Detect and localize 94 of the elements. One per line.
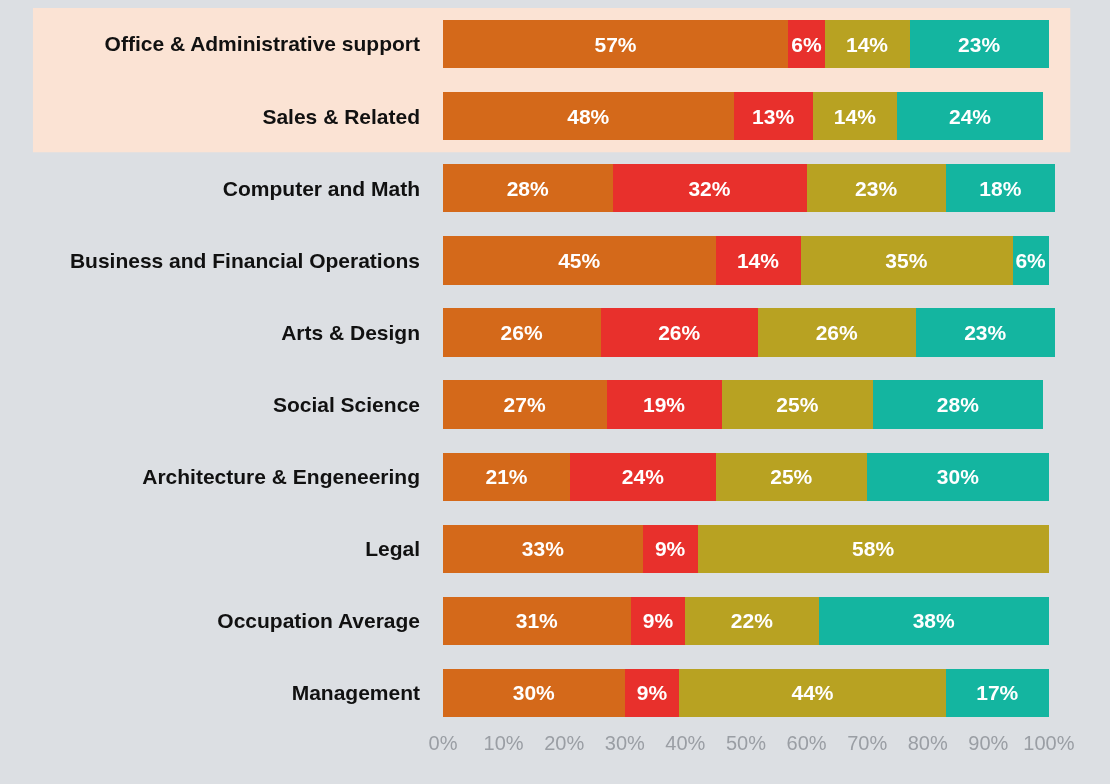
bar	[721, 380, 874, 429]
data-label: 38%	[912, 609, 955, 633]
x-tick-label: 20%	[544, 732, 585, 754]
data-label: 19%	[642, 393, 686, 417]
bar	[873, 380, 1043, 429]
bar	[443, 19, 789, 69]
data-label: 6%	[1015, 248, 1047, 272]
y-tick-label: Legal	[365, 537, 420, 561]
bar	[570, 452, 716, 501]
bar	[806, 164, 946, 213]
bar	[600, 308, 759, 357]
y-tick-label: Computer and Math	[222, 176, 420, 200]
bar	[867, 452, 1049, 501]
bar	[443, 236, 716, 285]
data-label: 28%	[936, 393, 980, 417]
data-label: 24%	[948, 104, 992, 128]
data-label: 45%	[558, 248, 601, 272]
data-label: 18%	[979, 176, 1022, 200]
x-tick-label: 0%	[428, 732, 458, 754]
data-label: 23%	[964, 320, 1007, 344]
data-label: 32%	[688, 176, 731, 200]
y-tick-label: Architecture & Engeneering	[142, 465, 420, 488]
data-label: 27%	[503, 393, 546, 417]
bar	[800, 236, 1013, 285]
bar	[945, 164, 1055, 213]
data-label: 25%	[770, 465, 813, 489]
bar	[824, 19, 910, 69]
bar	[443, 380, 607, 429]
bar	[945, 668, 1049, 718]
data-label: 26%	[658, 320, 701, 344]
bar	[606, 380, 722, 429]
x-tick-label: 50%	[725, 732, 767, 754]
data-label: 14%	[833, 104, 877, 128]
data-label: 28%	[506, 176, 550, 200]
x-tick-label: 100%	[1023, 732, 1075, 754]
bar	[443, 596, 631, 645]
data-label: 30%	[512, 681, 556, 705]
data-label: 13%	[752, 104, 795, 128]
y-tick-label: Social Science	[272, 392, 420, 416]
bar	[685, 596, 819, 645]
bar	[715, 452, 868, 501]
bar	[897, 92, 1043, 141]
bar	[758, 308, 916, 357]
data-label: 25%	[776, 393, 819, 417]
bar	[443, 92, 734, 141]
x-tick-label: 70%	[847, 732, 888, 754]
data-label: 9%	[654, 537, 686, 561]
data-label: 14%	[736, 248, 780, 272]
y-tick-label: Management	[291, 681, 421, 705]
bar	[443, 668, 625, 718]
data-label: 9%	[636, 681, 668, 705]
data-label: 48%	[567, 104, 610, 128]
bar	[915, 308, 1055, 357]
data-label: 26%	[500, 320, 543, 344]
data-label: 23%	[958, 32, 1001, 56]
data-label: 6%	[791, 32, 822, 56]
bar	[733, 92, 813, 141]
y-tick-label: Sales & Related	[262, 104, 420, 128]
y-tick-label: Office & Administrative support	[104, 32, 420, 56]
x-tick-label: 10%	[483, 732, 524, 754]
data-label: 23%	[855, 176, 898, 200]
bar	[697, 524, 1049, 573]
bar	[443, 524, 643, 573]
bar	[818, 596, 1049, 645]
y-tick-label: Arts & Design	[281, 320, 420, 344]
data-label: 21%	[485, 465, 528, 489]
data-label: 9%	[642, 609, 674, 633]
bar	[812, 92, 898, 141]
data-label: 57%	[594, 32, 637, 56]
y-tick-label: Occupation Average	[217, 609, 420, 633]
data-label: 58%	[852, 537, 895, 561]
data-label: 44%	[791, 681, 834, 705]
x-tick-label: 40%	[665, 732, 706, 754]
data-label: 17%	[976, 681, 1019, 705]
data-label: 14%	[845, 32, 889, 56]
bar	[715, 236, 801, 285]
x-tick-label: 60%	[786, 732, 827, 754]
data-label: 24%	[621, 465, 665, 489]
bar	[909, 19, 1049, 69]
bar	[679, 668, 946, 718]
data-label: 31%	[515, 609, 559, 633]
bar	[612, 164, 807, 213]
data-label: 30%	[936, 465, 980, 489]
bar	[443, 164, 613, 213]
x-tick-label: 30%	[604, 732, 646, 754]
bar	[443, 308, 601, 357]
bar	[443, 452, 571, 501]
y-tick-label: Business and Financial Operations	[69, 248, 420, 272]
x-tick-label: 90%	[968, 732, 1009, 754]
data-label: 35%	[885, 248, 928, 272]
data-label: 26%	[815, 320, 859, 344]
data-label: 33%	[521, 537, 565, 561]
data-label: 22%	[730, 609, 774, 633]
x-tick-label: 80%	[907, 732, 948, 754]
